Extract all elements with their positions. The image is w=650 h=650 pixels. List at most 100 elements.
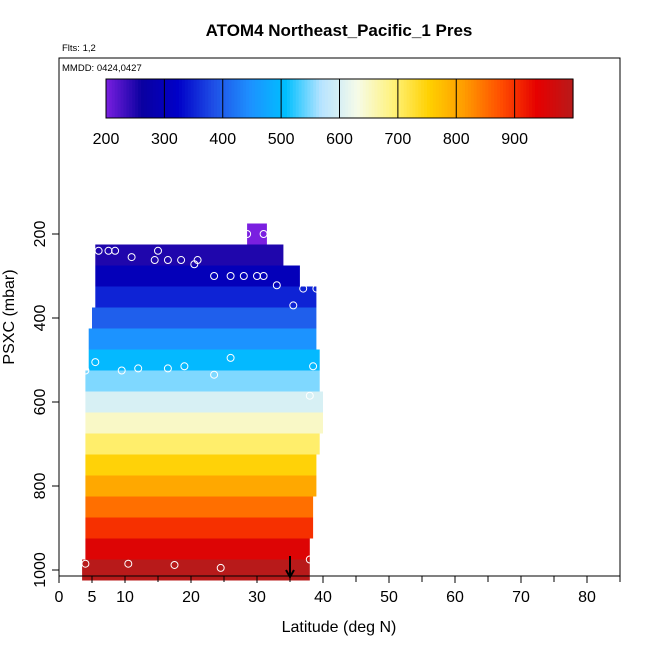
colorbar-segment [141, 79, 145, 118]
x-tick-label: 30 [248, 589, 266, 606]
colorbar-segment [359, 79, 364, 118]
colorbar-segment [552, 79, 557, 118]
colorbar-segment [479, 79, 484, 118]
colorbar-tick-label: 500 [268, 131, 295, 148]
colorbar-segment [117, 79, 122, 118]
colorbar-segment [225, 79, 230, 118]
colorbar-segment [549, 79, 554, 118]
data-point [210, 370, 219, 379]
y-axis-label: PSXC (mbar) [1, 269, 18, 364]
colorbar-segment [272, 79, 276, 118]
colorbar-segment [462, 79, 466, 118]
data-point [305, 555, 314, 564]
colorbar-segment [286, 79, 291, 118]
colorbar-segment [216, 79, 221, 118]
colorbar-segment [292, 79, 297, 118]
colorbar-segment [415, 79, 419, 118]
colorbar-segment [266, 79, 271, 118]
data-point [259, 272, 268, 280]
heatmap-cell [247, 223, 267, 245]
heatmap-cell [85, 412, 324, 434]
data-point [272, 281, 281, 290]
colorbar-segment [500, 79, 504, 118]
plot-frame [58, 57, 621, 577]
data-point [226, 272, 235, 280]
colorbar-segment [450, 79, 454, 118]
x-axis-label: Latitude (deg N) [282, 619, 397, 636]
colorbar-segment [377, 79, 381, 118]
x-tick-label: 10 [116, 589, 134, 606]
flights-note: Flts: 1,2 [62, 43, 96, 54]
colorbar-segment [345, 79, 349, 118]
heatmap-cell [92, 307, 317, 329]
colorbar-segment [111, 79, 116, 118]
data-point [180, 362, 189, 371]
axes: 0 5 10 20 30 40 50 60 70 80 200 400 600 800 1000 [32, 221, 621, 606]
data-point [94, 246, 103, 255]
colorbar-segment [406, 79, 411, 118]
colorbar-segment [199, 79, 203, 118]
y-tick-label: 1000 [32, 552, 49, 588]
colorbar-segment [243, 79, 247, 118]
colorbar-segment [170, 79, 174, 118]
colorbar-tick-label: 200 [93, 131, 120, 148]
colorbar-segment [424, 79, 428, 118]
colorbar-segment [412, 79, 416, 118]
data-point [150, 256, 159, 265]
data-point [193, 256, 202, 265]
y-tick-label: 800 [32, 473, 49, 500]
colorbar-segment [465, 79, 469, 118]
heatmap-cell [82, 559, 310, 581]
colorbar-segment [394, 79, 399, 118]
colorbar-segment [438, 79, 443, 118]
colorbar-tick-label: 300 [151, 131, 178, 148]
colorbar-segment [517, 79, 522, 118]
colorbar-segment [485, 79, 489, 118]
colorbar-segment [120, 79, 125, 118]
colorbar-segment [476, 79, 481, 118]
colorbar-segment [362, 79, 367, 118]
colorbar-segment [184, 79, 189, 118]
colorbar-segment [473, 79, 478, 118]
colorbar-segment [106, 79, 110, 118]
colorbar-segment [365, 79, 370, 118]
colorbar-segment [357, 79, 361, 118]
colorbar-segment [467, 79, 472, 118]
colorbar-segment [502, 79, 507, 118]
x-tick-label: 20 [182, 589, 200, 606]
heatmap-cell [95, 244, 284, 266]
colorbar-segment [129, 79, 133, 118]
data-point [309, 362, 318, 371]
colorbar-segment [427, 79, 431, 118]
colorbar-segment [397, 79, 402, 118]
colorbar-segment [392, 79, 396, 118]
colorbar-segment [470, 79, 475, 118]
colorbar-segment [494, 79, 498, 118]
colorbar-segment [123, 79, 128, 118]
colorbar-segment [546, 79, 551, 118]
colorbar-segment [187, 79, 192, 118]
x-tick-label: 5 [88, 589, 97, 606]
colorbar-segment [389, 79, 393, 118]
data-point [81, 366, 90, 375]
x-tick-label: 0 [55, 589, 64, 606]
colorbar-segment [409, 79, 414, 118]
colorbar-segment [222, 79, 227, 118]
data-point [299, 284, 308, 293]
colorbar-segment [374, 79, 379, 118]
colorbar-segment [310, 79, 314, 118]
colorbar-segment [482, 79, 487, 118]
colorbar-segment [289, 79, 294, 118]
heatmap-cell [85, 370, 320, 392]
data-point [111, 246, 120, 255]
colorbar-segment [520, 79, 524, 118]
colorbar-segment [126, 79, 130, 118]
colorbar-segment [161, 79, 165, 118]
colorbar-segment [158, 79, 163, 118]
data-point [239, 272, 248, 280]
colorbar-segment [514, 79, 519, 118]
colorbar-segment [339, 79, 344, 118]
colorbar-segment [240, 79, 244, 118]
colorbar-segment [196, 79, 200, 118]
colorbar-segment [491, 79, 495, 118]
